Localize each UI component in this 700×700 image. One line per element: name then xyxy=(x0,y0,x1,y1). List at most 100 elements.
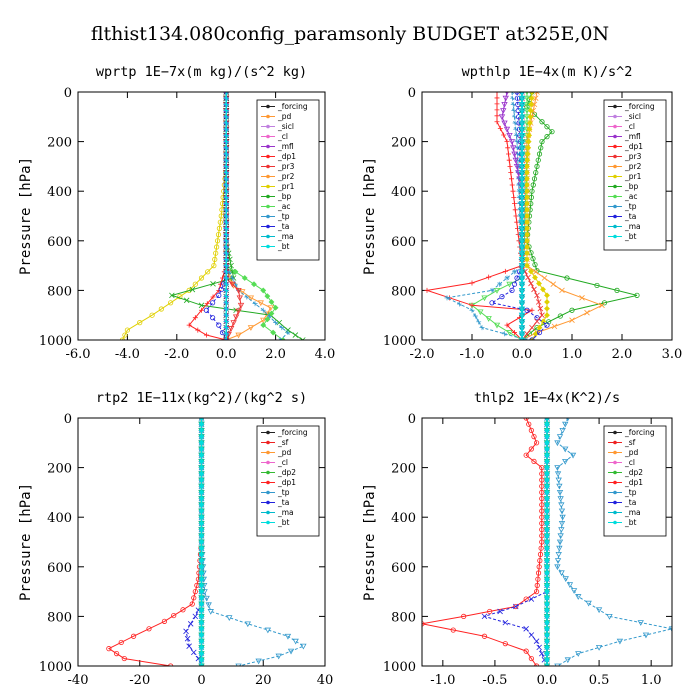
x-tick-label: 1.0 xyxy=(562,347,583,362)
series-marker xyxy=(187,621,194,627)
series-marker xyxy=(544,570,550,576)
series-marker xyxy=(198,638,205,645)
series-marker xyxy=(524,200,530,207)
series-marker xyxy=(544,418,550,421)
legend-entry: _pr1 xyxy=(624,172,642,181)
series-marker xyxy=(266,313,272,319)
series-marker xyxy=(284,633,292,640)
series-marker xyxy=(595,645,603,651)
series-marker xyxy=(550,281,557,287)
series-marker xyxy=(528,596,535,602)
series-marker xyxy=(481,613,488,620)
series-marker xyxy=(539,477,545,483)
series-marker xyxy=(544,446,550,452)
series-marker xyxy=(195,327,201,333)
legend-marker xyxy=(266,510,270,515)
series-marker xyxy=(518,263,526,269)
series-marker xyxy=(558,521,566,527)
series-marker xyxy=(544,526,550,533)
series-marker xyxy=(508,170,514,176)
series-marker xyxy=(203,307,210,313)
series-marker xyxy=(544,452,550,459)
series-marker xyxy=(244,294,250,300)
series-marker xyxy=(494,95,500,101)
legend-marker xyxy=(266,450,270,455)
series-marker xyxy=(424,287,430,293)
series-marker xyxy=(539,539,545,545)
series-marker xyxy=(479,325,485,331)
series-marker xyxy=(237,302,245,309)
series-marker xyxy=(198,421,205,428)
series-marker xyxy=(518,207,526,214)
legend-marker xyxy=(613,430,617,435)
series-marker xyxy=(601,300,608,306)
series-marker xyxy=(564,275,570,281)
x-tick-label: 0.0 xyxy=(216,347,237,362)
series-marker xyxy=(554,440,561,447)
series-marker xyxy=(223,157,229,163)
legend-entry: _ma xyxy=(277,232,294,241)
y-tick-label: 1000 xyxy=(39,334,72,349)
series-marker xyxy=(529,307,535,313)
series-marker xyxy=(497,281,502,287)
series-marker xyxy=(223,194,229,200)
series-marker xyxy=(564,657,572,664)
series-marker xyxy=(198,594,205,601)
y-axis-label: Pressure [hPa] xyxy=(362,157,378,275)
series-marker xyxy=(531,433,537,440)
series-marker xyxy=(223,114,229,120)
series-marker xyxy=(267,305,274,312)
y-tick-label: 400 xyxy=(391,185,416,200)
series-marker xyxy=(223,176,229,182)
legend-marker xyxy=(266,460,270,465)
series-marker xyxy=(557,533,564,540)
y-tick-label: 0 xyxy=(408,86,416,101)
series-marker xyxy=(268,310,275,317)
series-marker xyxy=(198,663,205,666)
series-marker xyxy=(544,418,550,421)
legend-entry: _pd xyxy=(277,448,292,457)
series-marker xyxy=(512,201,517,207)
chart-panel-4: thlp2 1E−4x(K^2)/s Pressure [hPa] -1.0 -0.5… xyxy=(362,390,673,688)
series-marker xyxy=(584,309,590,316)
series-marker xyxy=(198,644,205,651)
series-marker xyxy=(472,313,478,319)
series-marker xyxy=(216,292,222,298)
series-marker xyxy=(518,300,526,307)
series-marker xyxy=(422,621,425,627)
panel-title: wpthlp 1E−4x(m K)/s^2 xyxy=(462,64,633,80)
series-marker xyxy=(198,418,205,421)
series-marker xyxy=(544,292,550,299)
series-marker xyxy=(223,170,229,176)
series-marker xyxy=(544,299,550,305)
legend-entry: _bt xyxy=(624,518,637,527)
x-tick-label: 20 xyxy=(255,673,272,688)
series-marker xyxy=(535,570,542,576)
series-marker xyxy=(536,280,542,287)
series-marker xyxy=(526,126,533,133)
legend-entry: _pr2 xyxy=(624,162,642,171)
series-marker xyxy=(538,145,544,151)
series-marker xyxy=(518,213,526,220)
series-marker xyxy=(210,300,216,306)
series-marker xyxy=(539,533,545,539)
series-marker xyxy=(235,288,242,294)
series-marker xyxy=(501,120,508,127)
series-marker xyxy=(207,609,214,615)
series-pr2 xyxy=(519,92,605,340)
series-marker xyxy=(223,256,229,262)
series-marker xyxy=(614,287,620,293)
series-marker xyxy=(276,319,283,326)
series-marker xyxy=(497,608,503,615)
series-marker xyxy=(606,614,613,620)
series-marker xyxy=(539,119,545,125)
series-marker xyxy=(532,262,538,268)
series-marker xyxy=(106,646,112,652)
series-marker xyxy=(518,108,526,114)
legend-entry: _ma xyxy=(624,222,641,231)
series-marker xyxy=(523,418,529,421)
series-marker xyxy=(533,588,540,595)
series-marker xyxy=(506,151,511,157)
y-tick-label: 400 xyxy=(47,185,72,200)
series-marker xyxy=(268,299,275,305)
